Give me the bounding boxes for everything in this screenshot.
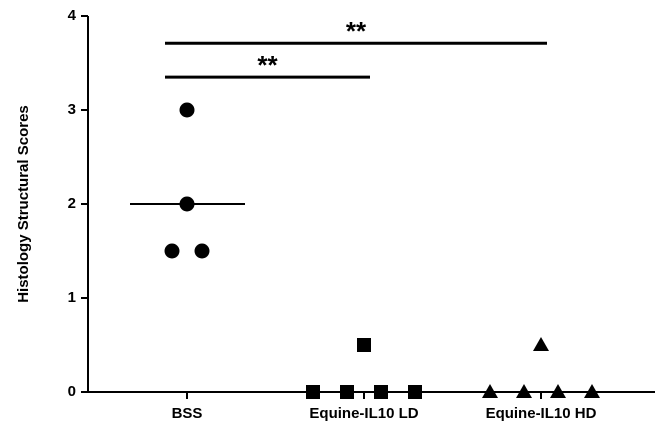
x-tick-label: Equine-IL10 HD: [486, 405, 597, 422]
point: [164, 243, 180, 259]
y-tick-label: 2: [68, 195, 76, 212]
point: [194, 243, 210, 259]
y-tick-label: 4: [68, 7, 77, 24]
y-tick-label: 1: [68, 289, 76, 306]
point: [550, 384, 566, 398]
significance-label: **: [346, 16, 367, 46]
y-tick-label: 3: [68, 101, 76, 118]
point: [357, 338, 371, 352]
significance-label: **: [257, 50, 278, 80]
point: [482, 384, 498, 398]
point: [179, 196, 195, 212]
point: [408, 385, 422, 399]
point: [374, 385, 388, 399]
point: [340, 385, 354, 399]
point: [306, 385, 320, 399]
x-tick-label: Equine-IL10 LD: [309, 405, 418, 422]
x-tick-label: BSS: [172, 405, 203, 422]
y-axis-label: Histology Structural Scores: [15, 105, 32, 303]
point: [533, 337, 549, 351]
y-tick-label: 0: [68, 383, 76, 400]
point: [584, 384, 600, 398]
point: [179, 102, 195, 118]
point: [516, 384, 532, 398]
